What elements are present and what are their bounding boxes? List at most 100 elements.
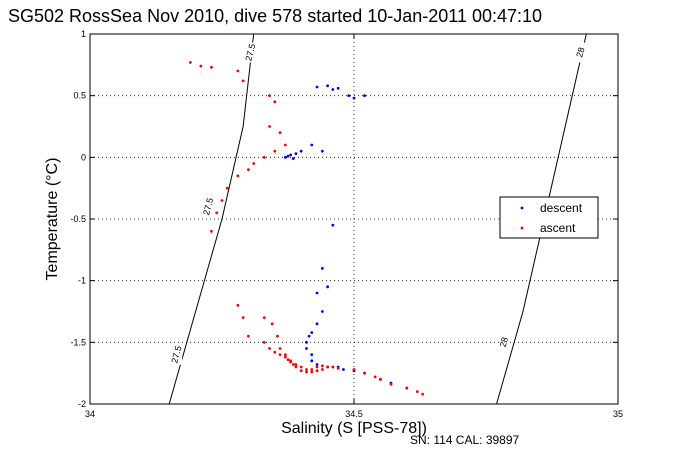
ascent-point	[421, 392, 425, 396]
ascent-point	[278, 353, 282, 357]
descent-point	[307, 334, 311, 338]
ascent-point	[310, 368, 314, 371]
contour-label: 27.5	[169, 345, 183, 365]
ascent-point	[188, 60, 192, 64]
ascent-point	[315, 369, 319, 373]
contour-label-bg	[499, 332, 510, 353]
ascent-point	[268, 347, 271, 350]
y-tick-label: -2	[78, 399, 86, 409]
ascent-point	[283, 353, 287, 357]
ascent-point	[268, 94, 271, 98]
x-axis-label: Salinity (S [PSS-78])	[281, 420, 427, 437]
ascent-point	[320, 364, 324, 368]
ascent-series	[188, 60, 425, 396]
descent-point	[326, 84, 329, 88]
descent-point	[315, 363, 319, 366]
ascent-point	[352, 368, 356, 371]
ascent-point	[278, 347, 282, 350]
y-tick-label: 0.5	[73, 91, 86, 101]
descent-point	[299, 149, 303, 153]
descent-point	[305, 347, 308, 350]
contour-label: 27.5	[201, 197, 215, 217]
ascent-point	[236, 174, 240, 178]
y-tick-label: 1	[81, 29, 86, 39]
contour-label-bg	[576, 42, 587, 63]
descent-point	[336, 86, 340, 90]
chart-title: SG502 RossSea Nov 2010, dive 578 started…	[8, 6, 542, 26]
descent-point	[320, 266, 324, 270]
ascent-point	[336, 366, 340, 370]
legend-box	[499, 196, 599, 239]
ascent-point	[247, 334, 250, 338]
contour-label-bg	[203, 196, 214, 217]
descent-point	[331, 223, 335, 227]
ascent-point	[262, 316, 266, 320]
ascent-point	[276, 334, 279, 338]
ascent-point	[289, 359, 293, 363]
descent-point	[283, 155, 287, 159]
y-tick-label: -0.5	[70, 214, 86, 224]
ascent-point	[262, 340, 266, 344]
grid	[90, 34, 618, 404]
descent-point	[305, 340, 308, 344]
y-axis-ticks: -2 -1.5 -1 -0.5 0 0.5 1	[70, 29, 618, 409]
descent-point	[310, 359, 314, 363]
ascent-point	[331, 365, 335, 369]
ascent-point	[210, 229, 213, 233]
descent-point	[289, 153, 293, 157]
descent-point	[310, 143, 314, 147]
descent-point	[363, 94, 366, 98]
legend-descent-marker	[520, 206, 524, 210]
legend-descent-label: descent	[540, 201, 583, 215]
x-tick-label: 34.5	[345, 409, 363, 419]
ascent-point	[294, 363, 298, 366]
ascent-point	[320, 368, 324, 371]
ascent-point	[291, 363, 295, 366]
descent-point	[315, 291, 319, 295]
y-axis-label: Temperature (°C)	[44, 158, 61, 281]
calibration-footer: SN: 114 CAL: 39897	[410, 433, 520, 447]
ascent-point	[389, 382, 393, 386]
x-tick-label: 34	[85, 409, 95, 419]
ascent-point	[241, 79, 245, 83]
ascent-point	[241, 316, 245, 320]
descent-point	[326, 285, 329, 289]
ascent-point	[299, 365, 303, 369]
density-contour-line	[168, 33, 255, 405]
ascent-point	[270, 322, 274, 326]
ascent-point	[236, 69, 240, 73]
descent-point	[352, 96, 356, 100]
ascent-point	[299, 369, 303, 373]
descent-point	[315, 322, 319, 326]
legend: descent ascent	[499, 196, 599, 239]
ascent-point	[236, 303, 240, 307]
y-tick-label: 0	[81, 152, 86, 162]
ascent-point	[305, 368, 308, 371]
ascent-point	[283, 143, 287, 147]
ascent-point	[220, 199, 224, 202]
descent-point	[331, 88, 335, 91]
contour-label: 27.5	[243, 43, 257, 63]
ascent-point	[405, 386, 409, 390]
ascent-point	[199, 64, 203, 68]
x-axis-ticks: 34 34.5 35	[85, 34, 623, 419]
ascent-point	[305, 370, 308, 374]
y-tick-label: -1.5	[70, 337, 86, 347]
legend-ascent-marker	[520, 226, 524, 230]
contour-label-bg	[172, 344, 183, 365]
ascent-point	[283, 355, 287, 359]
y-tick-label: -1	[78, 276, 86, 286]
ascent-point	[379, 377, 382, 381]
ascent-point	[273, 350, 277, 354]
descent-point	[342, 368, 345, 371]
descent-point	[347, 94, 351, 98]
ascent-point	[268, 125, 271, 128]
ascent-point	[363, 371, 366, 375]
descent-point	[310, 331, 314, 334]
ascent-point	[278, 131, 282, 135]
descent-point	[310, 353, 314, 357]
contour-label: 28	[498, 336, 510, 348]
ascent-point	[273, 149, 277, 153]
ascent-point	[415, 390, 419, 394]
